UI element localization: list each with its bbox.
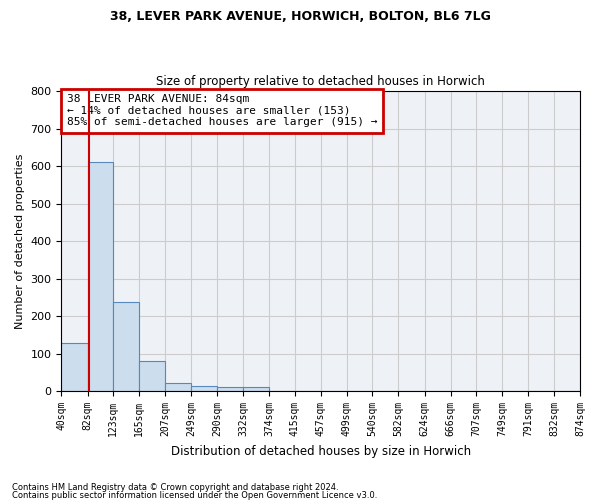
Y-axis label: Number of detached properties: Number of detached properties (15, 154, 25, 329)
Bar (217, 388, 243, 391)
X-axis label: Distribution of detached houses by size in Horwich: Distribution of detached houses by size … (170, 444, 471, 458)
Bar (139, 361, 165, 391)
Bar (88, 162, 113, 391)
Title: Size of property relative to detached houses in Horwich: Size of property relative to detached ho… (156, 76, 485, 88)
Bar (165, 383, 191, 391)
Bar (113, 302, 139, 391)
Text: 38, LEVER PARK AVENUE, HORWICH, BOLTON, BL6 7LG: 38, LEVER PARK AVENUE, HORWICH, BOLTON, … (110, 10, 490, 23)
Bar (243, 388, 269, 391)
Text: Contains HM Land Registry data © Crown copyright and database right 2024.: Contains HM Land Registry data © Crown c… (12, 484, 338, 492)
Text: 38 LEVER PARK AVENUE: 84sqm
← 14% of detached houses are smaller (153)
85% of se: 38 LEVER PARK AVENUE: 84sqm ← 14% of det… (67, 94, 377, 128)
Bar (61, 343, 88, 391)
Text: Contains public sector information licensed under the Open Government Licence v3: Contains public sector information licen… (12, 490, 377, 500)
Bar (191, 386, 217, 391)
